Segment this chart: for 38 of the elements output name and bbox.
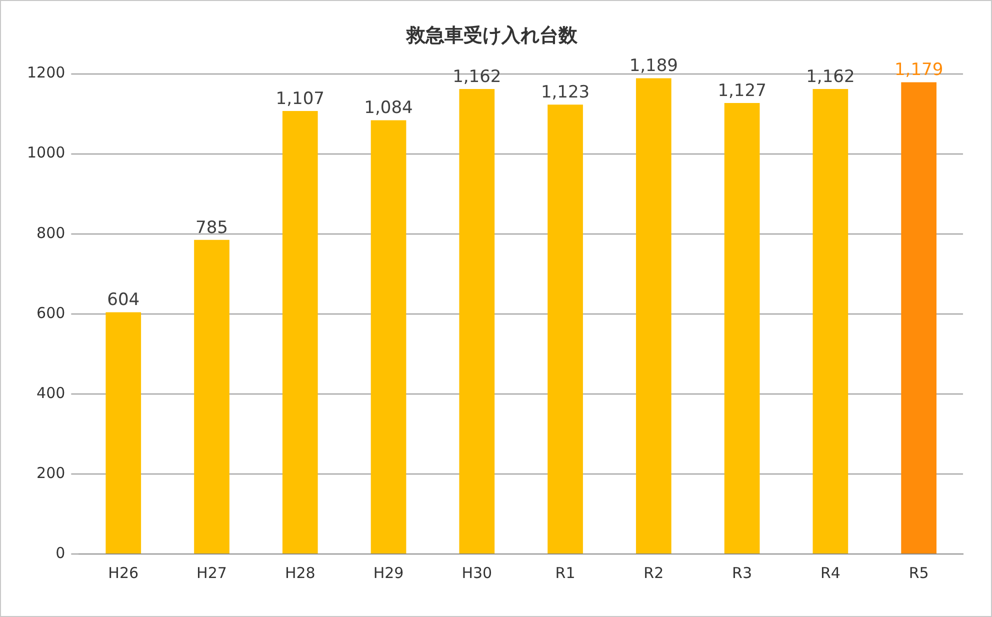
- x-tick-label: H26: [108, 564, 139, 582]
- y-tick-label: 200: [36, 464, 66, 482]
- bar: [636, 78, 672, 554]
- y-tick-label: 800: [36, 224, 66, 242]
- y-tick-label: 1000: [26, 144, 66, 162]
- data-label: 1,162: [452, 66, 502, 87]
- bar: [282, 111, 318, 554]
- bar: [548, 104, 583, 554]
- bar: [901, 82, 936, 554]
- bar: [812, 89, 848, 554]
- data-label: 1,084: [364, 98, 413, 118]
- data-label: 1,127: [718, 80, 766, 101]
- x-tick-label: H27: [196, 564, 227, 582]
- x-tick-label: H28: [284, 564, 316, 582]
- data-label: 1,179: [894, 60, 944, 80]
- y-tick-label: 600: [36, 304, 66, 322]
- x-tick-label: R2: [644, 564, 664, 582]
- x-tick-label: H29: [373, 564, 404, 582]
- data-label: 1,189: [629, 56, 678, 76]
- bar: [370, 120, 406, 554]
- bar: [459, 89, 495, 554]
- y-tick-label: 0: [56, 544, 66, 562]
- x-tick-label: R1: [555, 564, 576, 582]
- data-label: 1,123: [540, 82, 590, 103]
- x-tick-label: R4: [820, 564, 840, 582]
- x-tick-label: R5: [908, 564, 929, 582]
- bar: [106, 312, 142, 554]
- x-tick-label: H30: [462, 564, 492, 582]
- x-tick-label: R3: [732, 564, 752, 582]
- data-label: 1,107: [276, 88, 324, 109]
- data-label: 604: [107, 290, 140, 310]
- chart-title: 救急車受け入れ台数: [406, 24, 578, 46]
- y-tick-label: 400: [36, 384, 66, 402]
- y-tick-label: 1200: [26, 64, 66, 82]
- data-label: 785: [196, 218, 228, 238]
- bar: [724, 103, 760, 554]
- data-label: 1,162: [806, 66, 855, 87]
- bar: [194, 240, 230, 554]
